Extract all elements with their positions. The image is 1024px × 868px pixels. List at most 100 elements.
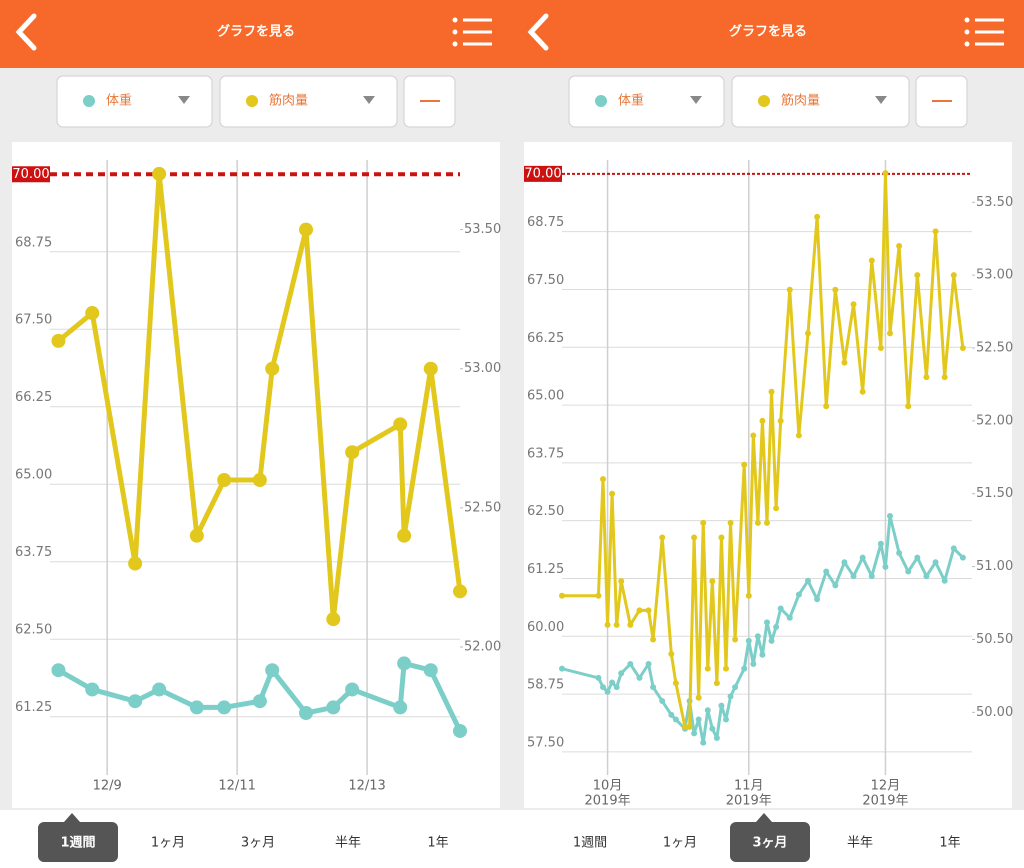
tab-label[interactable]: 1年 [939,836,960,851]
data-point [950,272,957,279]
y2-tick-label: 52.00 [976,413,1013,428]
data-point [559,665,565,672]
tab-label[interactable]: 3ヶ月 [241,836,275,851]
data-point [397,528,412,543]
dropdown-arrow [690,96,702,104]
data-point [604,688,611,695]
data-point [795,591,802,598]
data-point [850,573,857,580]
data-point [85,306,100,321]
legend-button[interactable] [56,75,213,128]
reference-label: 70.00 [524,166,561,181]
data-point [859,388,866,395]
data-point [759,651,766,658]
data-point [650,636,657,643]
back-button[interactable] [15,13,37,51]
data-point [959,344,966,351]
data-point [795,432,802,439]
data-point [128,694,143,709]
data-point [814,596,821,603]
y2-tick-label: 52.00 [464,639,501,654]
data-point [727,519,734,526]
data-point [768,388,775,395]
tab-label[interactable]: 半年 [335,836,361,851]
data-point [252,694,267,709]
data-point [636,607,643,614]
dropdown-arrow [363,96,375,104]
data-point [713,735,720,742]
data-point [152,682,167,697]
y2-tick-label: 52.50 [464,500,501,515]
tab-label[interactable]: 1週間 [60,836,95,851]
data-point [668,651,675,658]
legend-button[interactable] [219,75,398,128]
data-point [600,476,606,483]
y2-tick-label: 50.50 [976,632,1013,647]
data-point [252,473,267,488]
y-tick-label: 62.50 [527,504,564,519]
data-point [786,286,793,293]
data-point [691,534,698,541]
data-point [604,621,611,628]
tab-label[interactable]: 1ヶ月 [151,836,185,851]
data-point [896,550,903,557]
series-line [561,514,964,745]
data-point [764,519,770,526]
data-point [732,684,739,691]
data-point [741,461,748,468]
data-point [686,723,693,730]
data-point [764,619,770,626]
back-button[interactable] [527,13,549,51]
data-point [595,674,602,681]
legend-dot [595,95,607,107]
data-point [914,272,921,279]
data-point [718,534,725,541]
data-point [128,556,143,571]
data-point [905,568,912,575]
data-point [745,637,752,644]
data-point [700,739,707,746]
data-point [823,403,830,410]
data-point [627,621,634,628]
tab-label[interactable]: 1週間 [573,836,607,851]
data-point [645,661,652,668]
data-point [659,698,666,705]
y-tick-label: 57.50 [527,735,564,750]
dropdown-arrow [178,96,190,104]
data-point [189,700,204,715]
tab-label[interactable]: 3ヶ月 [752,836,787,851]
y-tick-label: 63.75 [15,545,52,560]
data-point [704,665,711,672]
data-point [882,170,889,177]
tab-label[interactable]: 1年 [427,836,448,851]
selected-tab-notch [756,813,772,822]
data-point [691,730,698,737]
data-point [672,716,679,723]
menu-dot [964,29,970,35]
data-point [805,330,811,337]
x-tick-label: 12/9 [93,779,122,794]
data-point [877,344,884,351]
data-point [777,417,784,424]
x-tick-label: 12/11 [218,779,255,794]
tab-label[interactable]: 半年 [847,836,873,851]
data-point [932,228,939,235]
data-point [896,242,903,249]
data-point [618,670,625,677]
y2-tick-label: 53.50 [464,222,501,237]
legend-dot [758,95,770,107]
data-point [423,361,438,376]
y-tick-label: 66.25 [15,390,52,405]
legend-button[interactable] [568,75,725,128]
data-point [950,545,957,552]
legend-button[interactable] [731,75,910,128]
data-point [393,417,408,432]
y2-tick-label: 53.00 [464,361,501,376]
data-point [832,582,839,589]
y-tick-label: 61.25 [15,700,52,715]
data-point [887,330,893,337]
data-point [645,607,652,614]
data-point [700,519,707,526]
tab-label[interactable]: 1ヶ月 [663,836,697,851]
